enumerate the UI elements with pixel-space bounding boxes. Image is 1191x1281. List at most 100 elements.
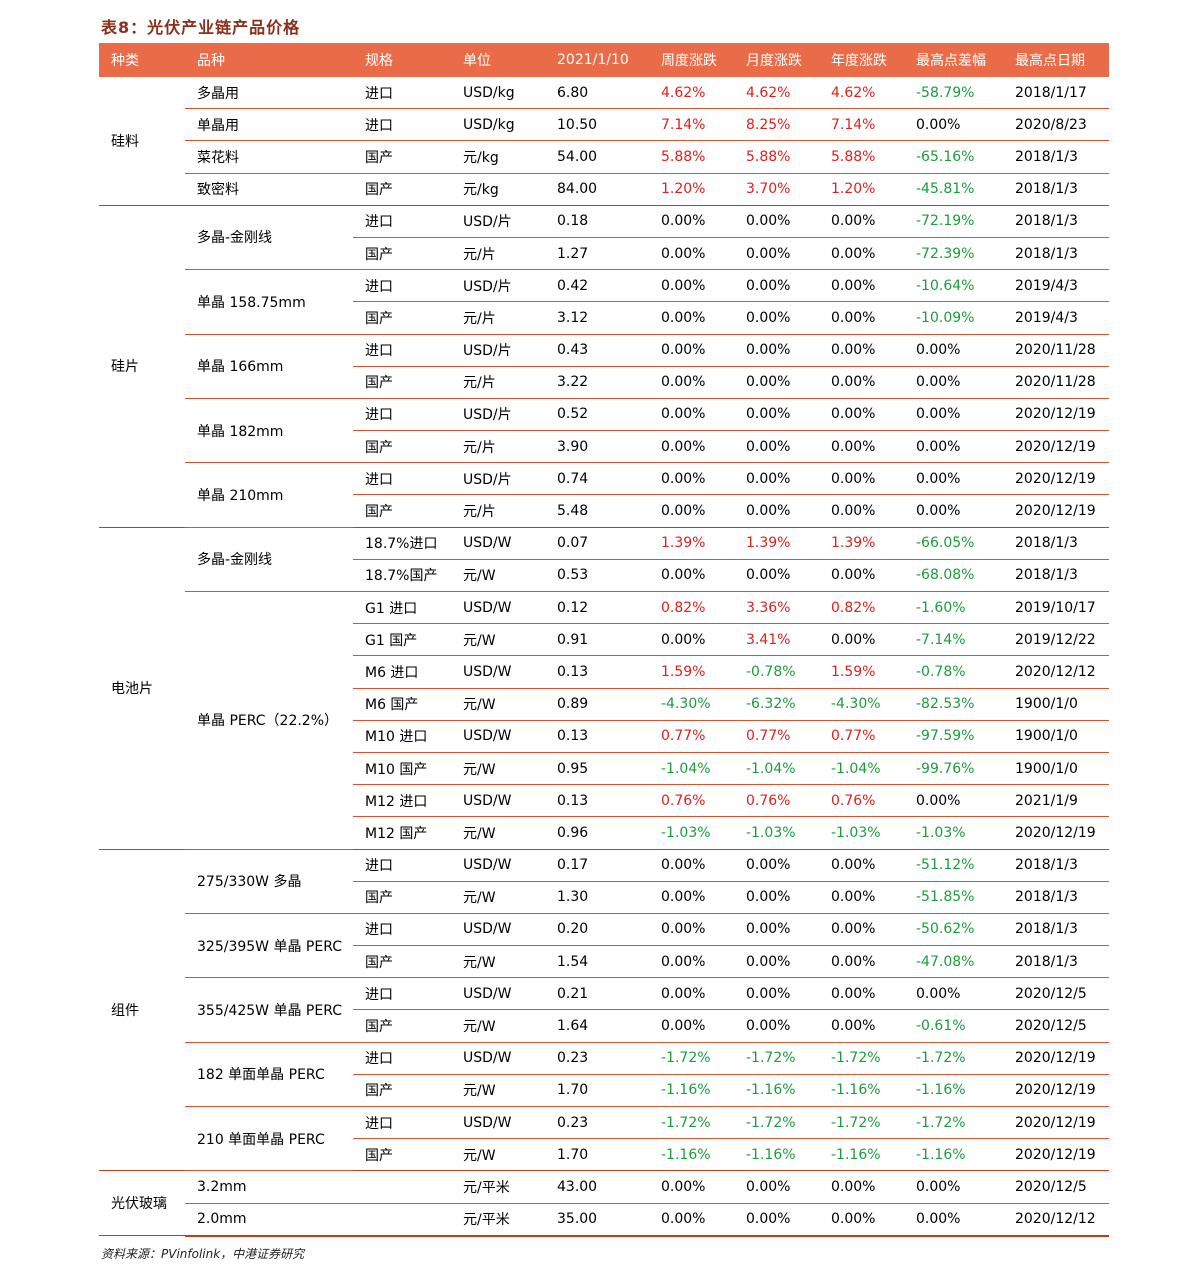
- peak-gap-cell: -47.08%: [904, 945, 1003, 979]
- variety-cell: 单晶 PERC（22.2%）: [185, 591, 353, 850]
- peak-gap-cell: 0.00%: [904, 977, 1003, 1011]
- monthly-change-cell: -1.04%: [734, 752, 819, 786]
- weekly-change-cell: 0.00%: [649, 1203, 734, 1237]
- price-cell: 0.20: [545, 913, 649, 947]
- yearly-change-cell: -1.72%: [819, 1042, 904, 1075]
- spec-cell: 进口: [353, 77, 451, 110]
- spec-cell: 国产: [353, 494, 451, 528]
- spec-cell: 进口: [353, 269, 451, 303]
- weekly-change-cell: 0.77%: [649, 720, 734, 753]
- peak-date-cell: 2020/12/19: [1003, 494, 1109, 528]
- weekly-change-cell: 0.00%: [649, 334, 734, 367]
- weekly-change-cell: 0.00%: [649, 398, 734, 432]
- spec-cell: 国产: [353, 173, 451, 206]
- yearly-change-cell: 7.14%: [819, 108, 904, 142]
- yearly-change-cell: 0.00%: [819, 237, 904, 271]
- peak-gap-cell: -72.19%: [904, 205, 1003, 238]
- weekly-change-cell: 0.00%: [649, 1009, 734, 1043]
- unit-cell: USD/W: [451, 849, 545, 882]
- peak-gap-cell: 0.00%: [904, 430, 1003, 464]
- price-cell: 1.70: [545, 1074, 649, 1108]
- weekly-change-cell: 0.00%: [649, 494, 734, 528]
- weekly-change-cell: 0.00%: [649, 945, 734, 979]
- weekly-change-cell: 0.76%: [649, 784, 734, 818]
- peak-date-cell: 2020/12/5: [1003, 977, 1109, 1011]
- price-cell: 0.42: [545, 269, 649, 303]
- peak-date-cell: 2020/12/19: [1003, 816, 1109, 850]
- table-row: 单晶用 进口 USD/kg 10.50 7.14% 8.25% 7.14% 0.00% 2020…: [99, 108, 1109, 142]
- table-row: M10 国产 元/W 0.95 -1.04% -1.04% -1.04% -99.76% 19…: [99, 752, 1109, 786]
- peak-gap-cell: -7.14%: [904, 623, 1003, 657]
- unit-cell: 元/平米: [451, 1170, 545, 1204]
- variety-cell: 3.2mm: [185, 1170, 353, 1204]
- monthly-change-cell: 0.00%: [734, 977, 819, 1011]
- weekly-change-cell: 0.00%: [649, 977, 734, 1011]
- table-row: 电池片 多晶-金刚线 18.7%进口 USD/W 0.07 1.39% 1.39% 1.39%…: [99, 527, 1109, 850]
- weekly-change-cell: 0.00%: [649, 623, 734, 657]
- table-row: M12 进口 USD/W 0.13 0.76% 0.76% 0.76% 0.00% 2021/…: [99, 784, 1109, 818]
- peak-gap-cell: -82.53%: [904, 688, 1003, 721]
- yearly-change-cell: 1.39%: [819, 527, 904, 560]
- peak-date-cell: 2018/1/3: [1003, 237, 1109, 271]
- table-row: 硅料 多晶用 进口 USD/kg 6.80 4.62% 4.62% 4.62% -58.79% 2…: [99, 77, 1109, 206]
- weekly-change-cell: -1.03%: [649, 816, 734, 850]
- spec-cell: 国产: [353, 301, 451, 335]
- peak-date-cell: 2018/1/3: [1003, 945, 1109, 979]
- peak-date-cell: 2018/1/3: [1003, 881, 1109, 914]
- unit-cell: 元/W: [451, 1009, 545, 1043]
- table-row: 单晶 PERC（22.2%） G1 进口 USD/W 0.12 0.82% 3.36% 0.…: [99, 591, 1109, 850]
- price-cell: 1.54: [545, 945, 649, 979]
- monthly-change-cell: 0.00%: [734, 301, 819, 335]
- peak-date-cell: 1900/1/0: [1003, 720, 1109, 753]
- weekly-change-cell: 0.00%: [649, 237, 734, 271]
- yearly-change-cell: 0.00%: [819, 205, 904, 238]
- monthly-change-cell: 5.88%: [734, 140, 819, 174]
- table-row: M6 国产 元/W 0.89 -4.30% -6.32% -4.30% -82.53% 190…: [99, 688, 1109, 721]
- monthly-change-cell: 0.00%: [734, 1170, 819, 1204]
- peak-gap-cell: -50.62%: [904, 913, 1003, 947]
- price-cell: 0.53: [545, 559, 649, 593]
- spec-cell: 国产: [353, 1138, 451, 1172]
- unit-cell: 元/W: [451, 881, 545, 914]
- monthly-change-cell: 0.00%: [734, 366, 819, 399]
- peak-gap-cell: -51.85%: [904, 881, 1003, 914]
- weekly-change-cell: -1.16%: [649, 1138, 734, 1172]
- monthly-change-cell: 0.00%: [734, 1203, 819, 1237]
- spec-cell: G1 进口: [353, 591, 451, 625]
- weekly-change-cell: 7.14%: [649, 108, 734, 142]
- monthly-change-cell: 3.36%: [734, 591, 819, 625]
- category-cell: 硅料: [99, 77, 185, 206]
- spec-cell: 进口: [353, 205, 451, 238]
- peak-date-cell: 1900/1/0: [1003, 752, 1109, 786]
- spec-cell: [353, 1170, 451, 1204]
- yearly-change-cell: 0.00%: [819, 913, 904, 947]
- weekly-change-cell: 0.00%: [649, 462, 734, 496]
- monthly-change-cell: -1.16%: [734, 1074, 819, 1108]
- peak-date-cell: 2020/12/19: [1003, 398, 1109, 432]
- peak-gap-cell: -45.81%: [904, 173, 1003, 206]
- monthly-change-cell: 4.62%: [734, 77, 819, 110]
- header-category: 种类: [99, 43, 185, 77]
- table-row: 182 单面单晶 PERC 进口 USD/W 0.23 -1.72% -1.72% -1.7…: [99, 1042, 1109, 1108]
- unit-cell: USD/片: [451, 334, 545, 367]
- peak-gap-cell: 0.00%: [904, 494, 1003, 528]
- table-row: 国产 元/W 1.54 0.00% 0.00% 0.00% -47.08% 2018/1/3: [99, 945, 1109, 979]
- variety-cell: 210 单面单晶 PERC: [185, 1106, 353, 1172]
- peak-date-cell: 2019/10/17: [1003, 591, 1109, 625]
- variety-cell: 单晶用: [185, 108, 353, 142]
- price-cell: 0.12: [545, 591, 649, 625]
- spec-cell: 国产: [353, 1074, 451, 1108]
- unit-cell: USD/W: [451, 977, 545, 1011]
- peak-gap-cell: 0.00%: [904, 398, 1003, 432]
- price-cell: 0.52: [545, 398, 649, 432]
- peak-gap-cell: -68.08%: [904, 559, 1003, 593]
- monthly-change-cell: -1.72%: [734, 1106, 819, 1140]
- table-row: 国产 元/W 1.70 -1.16% -1.16% -1.16% -1.16% 2020/12…: [99, 1138, 1109, 1172]
- price-cell: 0.18: [545, 205, 649, 238]
- price-cell: 0.89: [545, 688, 649, 721]
- peak-date-cell: 2018/1/3: [1003, 849, 1109, 882]
- weekly-change-cell: -1.72%: [649, 1042, 734, 1075]
- monthly-change-cell: 0.00%: [734, 237, 819, 271]
- yearly-change-cell: -1.04%: [819, 752, 904, 786]
- monthly-change-cell: 0.00%: [734, 205, 819, 238]
